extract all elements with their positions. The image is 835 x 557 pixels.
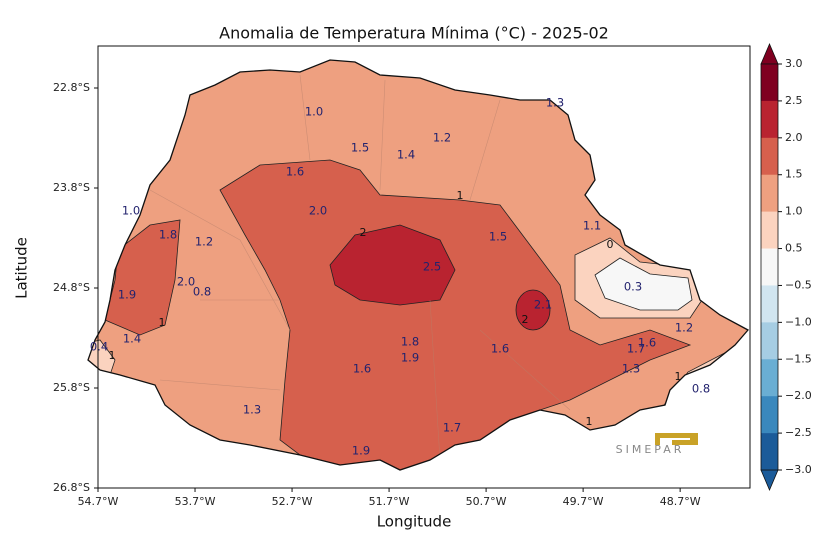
y-tick-label: 26.8°S — [53, 481, 90, 494]
field-2-2.5 — [329, 224, 456, 306]
logo: SIMEPAR — [616, 433, 698, 456]
value-label: 2.1 — [534, 298, 552, 312]
contour-label: 1 — [457, 189, 464, 202]
value-label: 1.4 — [123, 332, 141, 346]
x-tick-label: 54.7°W — [78, 495, 119, 508]
y-axis-label: Latitude — [13, 237, 31, 299]
value-label: 2.0 — [309, 204, 327, 218]
colorbar-tick-label: −2.0 — [785, 389, 812, 402]
value-label: 0.3 — [624, 280, 642, 294]
value-label: 1.6 — [638, 336, 656, 350]
colorbar-tick-label: 3.0 — [785, 57, 803, 70]
contour-label: 2 — [360, 226, 367, 239]
colorbar-band — [761, 396, 778, 434]
value-label: 1.1 — [583, 219, 601, 233]
colorbar-band — [761, 64, 778, 102]
x-tick-label: 51.7°W — [369, 495, 410, 508]
title: Anomalia de Temperatura Mínima (°C) - 20… — [219, 24, 609, 43]
value-label: 1.6 — [353, 362, 371, 376]
contour-label: 1 — [159, 316, 166, 329]
value-label: 1.8 — [401, 335, 419, 349]
colorbar-tick-label: −1.0 — [785, 315, 812, 328]
x-axis-label: Longitude — [377, 513, 452, 531]
contour-label: 2 — [522, 313, 529, 326]
value-label: 0.4 — [90, 340, 108, 354]
colorbar-band — [761, 359, 778, 397]
value-label: 1.8 — [159, 228, 177, 242]
colorbar-band — [761, 100, 778, 139]
map-frame — [97, 45, 751, 489]
value-label: 1.2 — [195, 235, 213, 249]
contour-label: 0 — [607, 238, 614, 251]
value-label: 1.9 — [401, 351, 419, 365]
colorbar-tick-label: 2.5 — [785, 94, 803, 107]
colorbar-frame — [760, 63, 779, 471]
contour-label: 1 — [586, 415, 593, 428]
value-label: 1.7 — [627, 342, 645, 356]
colorbar-extend-bottom — [760, 469, 779, 492]
colorbar-tick-label: −0.5 — [785, 278, 812, 291]
value-label: 1.3 — [546, 96, 564, 110]
value-label: 1.6 — [491, 342, 509, 356]
value-label: 1.0 — [305, 105, 323, 119]
colorbar-band — [761, 322, 778, 360]
colorbar-band — [761, 248, 778, 286]
y-tick-label: 25.8°S — [53, 381, 90, 394]
value-label: 1.5 — [489, 230, 507, 244]
value-label: 1.5 — [351, 141, 369, 155]
x-tick-label: 48.7°W — [660, 495, 701, 508]
y-tick-label: 23.8°S — [53, 181, 90, 194]
value-label: 1.7 — [443, 421, 461, 435]
value-label: 1.0 — [122, 204, 140, 218]
x-tick-label: 53.7°W — [175, 495, 216, 508]
value-label: 0.8 — [692, 382, 710, 396]
value-label: 2.5 — [423, 260, 441, 274]
colorbar-band — [761, 211, 778, 249]
value-label: 1.4 — [397, 148, 415, 162]
value-label: 1.9 — [118, 288, 136, 302]
x-tick-label: 49.7°W — [563, 495, 604, 508]
value-label: 2.0 — [177, 275, 195, 289]
x-tick-label: 52.7°W — [272, 495, 313, 508]
x-tick-label: 50.7°W — [466, 495, 507, 508]
colorbar-tick-label: −3.0 — [785, 463, 812, 476]
contour-label: 1 — [675, 370, 682, 383]
municipal-borders — [149, 74, 571, 461]
colorbar-tick-label: 2.0 — [785, 131, 803, 144]
value-label: 1.2 — [675, 321, 693, 335]
value-label: 0.8 — [193, 285, 211, 299]
anomaly-field — [88, 60, 748, 470]
colorbar-band — [761, 174, 778, 212]
value-label: 1.2 — [433, 131, 451, 145]
colorbar: 3.0 2.5 2.0 1.5 1.0 0.5 −0.5 −1.0 −1.5 −2.0 −2.5 −3… — [760, 42, 812, 492]
contour-label: 1 — [109, 349, 116, 362]
colorbar-tick-label: 0.5 — [785, 242, 803, 255]
colorbar-band — [761, 433, 778, 471]
colorbar-band — [761, 285, 778, 323]
colorbar-tick-label: 1.5 — [785, 168, 803, 181]
field-2-2.5 — [515, 289, 551, 331]
value-label: 1.9 — [352, 444, 370, 458]
colorbar-tick-label: −2.5 — [785, 426, 812, 439]
logo-mark — [655, 433, 698, 445]
value-label: 1.3 — [622, 362, 640, 376]
y-tick-label: 24.8°S — [53, 281, 90, 294]
colorbar-tick-label: −1.5 — [785, 352, 812, 365]
value-label: 1.6 — [286, 165, 304, 179]
colorbar-tick-label: 1.0 — [785, 205, 803, 218]
field-1.5-2 — [219, 159, 692, 470]
colorbar-extend-top — [760, 42, 779, 65]
field-below-0.5 — [594, 257, 693, 311]
value-label: 1.3 — [243, 403, 261, 417]
logo-text: SIMEPAR — [616, 443, 685, 456]
colorbar-band — [761, 137, 778, 176]
y-tick-label: 22.8°S — [53, 81, 90, 94]
